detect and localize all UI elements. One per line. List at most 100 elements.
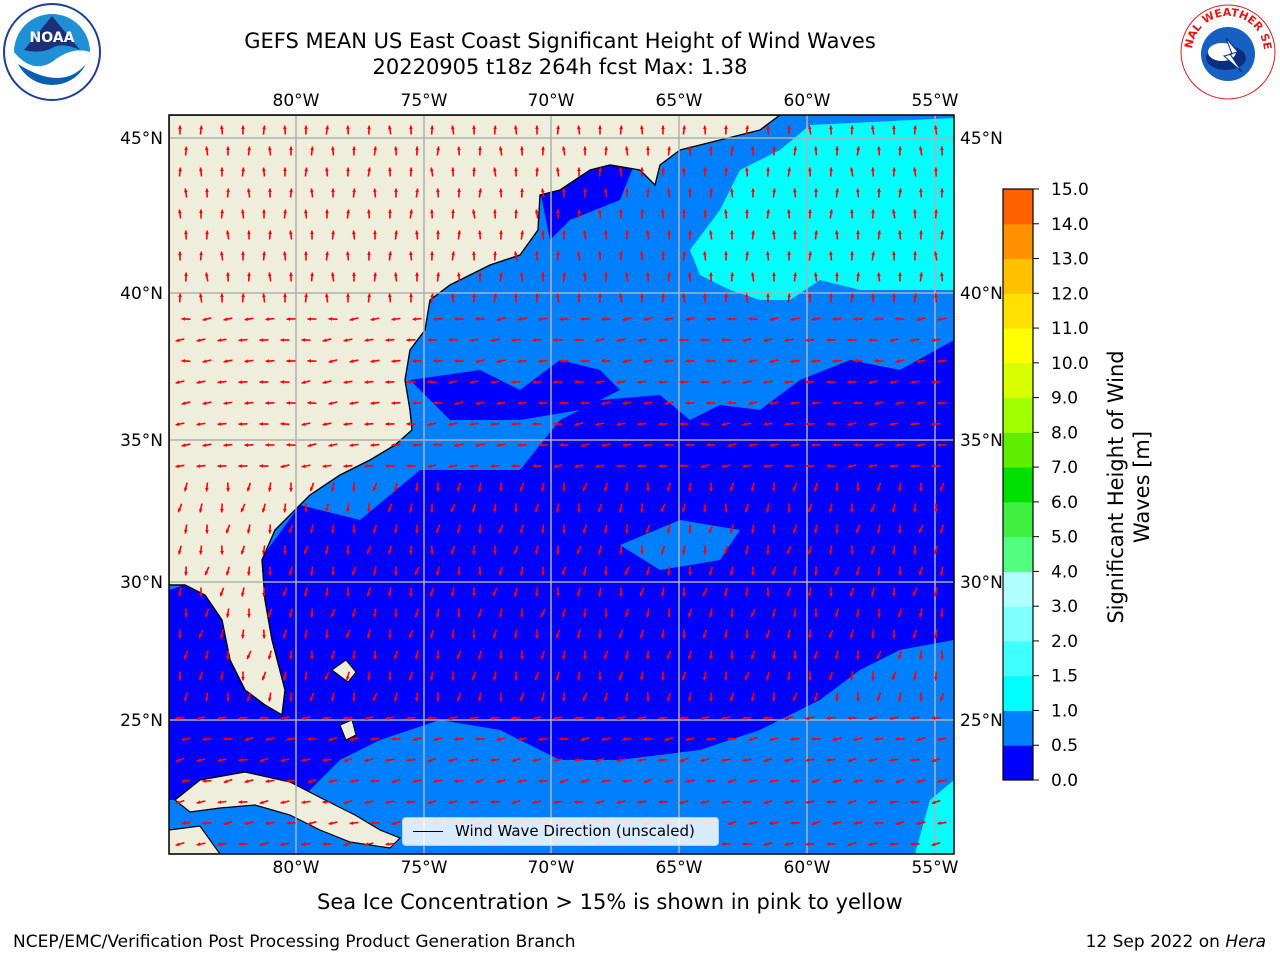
wind-arrow — [240, 545, 246, 555]
wind-arrow — [931, 757, 941, 763]
wind-arrow — [619, 587, 623, 597]
wind-arrow — [177, 545, 182, 555]
wind-arrow — [723, 209, 728, 219]
wind-arrow — [709, 188, 714, 198]
wind-arrow — [826, 464, 836, 468]
wind-arrow — [727, 317, 737, 321]
wind-arrow — [541, 146, 545, 156]
colorbar-tick-label: 2.0 — [1051, 632, 1078, 652]
wind-arrow — [763, 757, 773, 763]
wind-arrow — [199, 251, 203, 261]
wind-arrow — [576, 587, 582, 597]
wind-arrow — [412, 736, 422, 742]
wind-arrow — [687, 272, 692, 282]
wind-arrow — [877, 146, 881, 156]
wind-arrow — [576, 125, 581, 135]
wind-arrow — [198, 503, 203, 513]
wind-arrow — [430, 209, 434, 219]
wind-arrow — [834, 482, 839, 492]
wind-arrow — [493, 251, 497, 261]
wind-arrow — [834, 692, 839, 702]
wind-arrow — [280, 422, 290, 426]
wind-arrow — [603, 524, 608, 534]
colorbar-label: Significant Height of Wind Waves [m] — [1104, 350, 1154, 624]
wind-arrow — [309, 482, 315, 492]
wind-arrow — [889, 842, 899, 847]
wind-arrow — [373, 230, 377, 240]
wind-arrow — [892, 251, 896, 261]
wind-arrow — [261, 671, 267, 681]
wind-arrow — [196, 715, 206, 721]
wind-arrow — [433, 401, 443, 405]
lat-tick-label-right: 45°N — [960, 129, 1003, 149]
wind-arrow — [724, 167, 729, 177]
wind-arrow — [898, 230, 902, 240]
wind-arrow — [436, 272, 441, 282]
noaa-logo-text: NOAA — [30, 30, 75, 46]
wind-arrow — [934, 503, 938, 513]
wind-arrow — [889, 800, 899, 805]
wind-arrow — [346, 545, 350, 555]
wind-arrow — [435, 524, 441, 534]
wind-arrow — [241, 125, 245, 135]
wind-arrow — [871, 209, 875, 219]
wind-arrow — [574, 380, 584, 384]
wind-arrow — [772, 146, 776, 156]
wind-arrow — [226, 146, 230, 156]
wind-arrow — [553, 380, 563, 384]
wind-arrow — [289, 188, 294, 198]
wind-arrow — [618, 293, 623, 303]
wind-arrow — [790, 317, 800, 322]
wind-arrow — [352, 692, 356, 702]
lat-tick-label-left: 30°N — [120, 573, 163, 593]
wind-arrow — [223, 820, 233, 826]
wind-arrow — [469, 758, 479, 763]
wind-arrow — [322, 716, 332, 721]
wind-arrow — [750, 608, 756, 618]
wind-arrow — [889, 758, 899, 763]
wind-arrow — [639, 587, 645, 597]
wind-arrow — [793, 146, 798, 156]
wind-arrow — [667, 272, 671, 282]
wind-arrow — [262, 587, 266, 597]
wind-arrow — [582, 524, 588, 534]
wind-arrow — [559, 359, 569, 363]
wind-arrow — [661, 293, 665, 303]
wind-arrow — [448, 338, 458, 342]
wind-arrow — [259, 422, 269, 426]
wind-arrow — [181, 317, 191, 321]
wind-arrow — [477, 692, 482, 702]
wind-arrow — [708, 230, 713, 240]
wind-arrow — [744, 503, 750, 513]
wind-arrow — [742, 716, 752, 721]
wind-arrow — [205, 230, 209, 240]
wind-arrow — [429, 629, 434, 639]
wind-arrow — [259, 799, 269, 805]
wind-arrow — [805, 338, 815, 342]
wind-arrow — [309, 188, 314, 198]
wind-arrow — [556, 587, 560, 597]
wind-arrow — [301, 338, 311, 342]
lat-tick-label-right: 25°N — [960, 711, 1003, 731]
wind-arrow — [582, 230, 587, 240]
wind-arrow — [811, 737, 821, 741]
wind-arrow — [280, 338, 290, 342]
colorbar-segment — [1003, 189, 1033, 225]
wind-arrow — [513, 587, 518, 597]
wind-arrow — [832, 401, 842, 405]
wind-arrow — [498, 146, 503, 156]
wind-arrow — [268, 188, 272, 198]
wind-arrow — [939, 524, 944, 534]
wind-arrow — [721, 716, 731, 721]
wind-arrow — [538, 779, 548, 783]
wind-arrow — [870, 545, 876, 555]
wind-arrow — [520, 188, 524, 198]
wind-arrow — [492, 167, 497, 177]
wind-arrow — [244, 401, 254, 405]
wind-arrow — [703, 545, 707, 555]
wind-arrow — [178, 671, 182, 681]
wind-arrow — [217, 338, 227, 343]
wind-arrow — [721, 380, 731, 385]
wind-arrow — [490, 758, 500, 762]
wind-arrow — [895, 820, 905, 826]
